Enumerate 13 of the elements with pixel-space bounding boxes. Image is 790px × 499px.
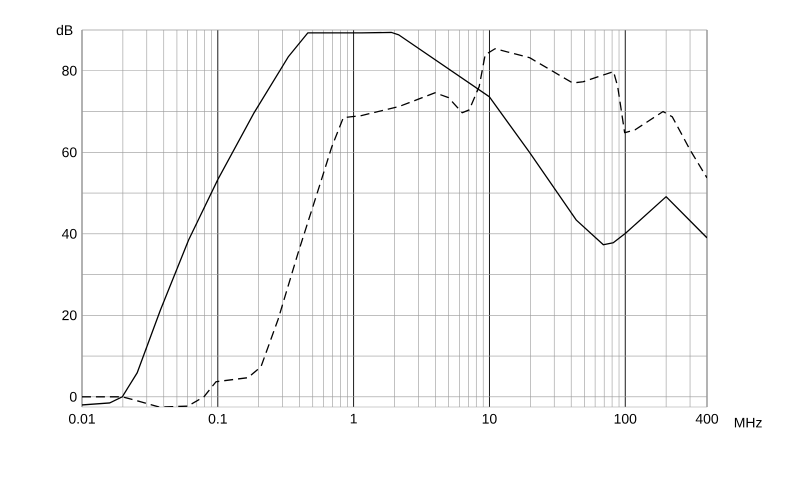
x-tick-label: 0.01 <box>68 414 95 424</box>
y-tick-label: 80 <box>62 66 77 76</box>
x-axis-title: MHz <box>734 418 762 428</box>
x-tick-label: 100 <box>614 414 636 424</box>
y-axis-title: dB <box>56 24 72 36</box>
y-tick-label: 20 <box>62 310 77 320</box>
x-tick-label: 400 <box>696 414 718 424</box>
y-tick-label: 40 <box>62 228 77 239</box>
y-tick-label: 60 <box>62 147 77 158</box>
x-tick-label: 10 <box>482 414 497 424</box>
x-tick-label: 0.1 <box>208 414 227 424</box>
y-tick-label: 0 <box>70 392 77 402</box>
x-tick-label: 1 <box>350 414 357 424</box>
